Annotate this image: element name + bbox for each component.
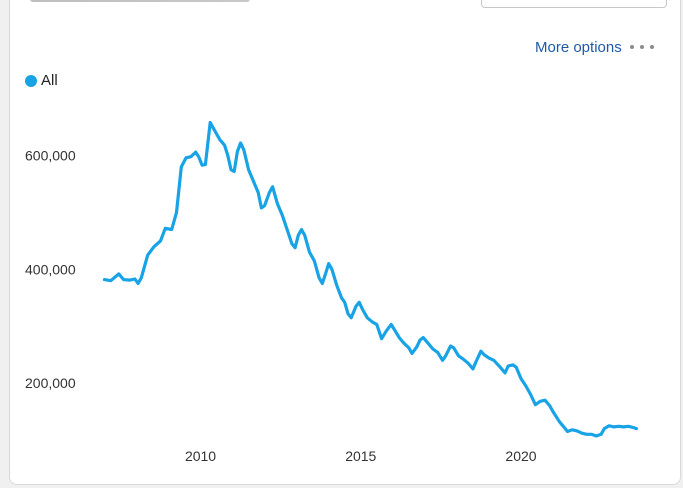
- legend-label-all: All: [41, 72, 58, 89]
- x-tick-label: 2010: [185, 448, 216, 464]
- more-options-label: More options: [535, 38, 622, 56]
- legend-swatch-all: [25, 74, 37, 87]
- ellipsis-icon: [629, 45, 654, 49]
- x-tick-label: 2015: [345, 448, 376, 464]
- x-tick-label: 2020: [505, 448, 536, 464]
- more-options-button[interactable]: More options: [535, 37, 654, 57]
- y-tick-label: 200,000: [25, 375, 76, 391]
- chart-legend: All: [25, 72, 58, 89]
- cropped-heading: [30, 0, 290, 4]
- y-tick-label: 400,000: [25, 261, 76, 277]
- chart-card: [9, 0, 681, 485]
- series-line-all: [102, 120, 638, 438]
- cropped-search-field[interactable]: [481, 0, 667, 8]
- y-tick-label: 600,000: [25, 148, 76, 164]
